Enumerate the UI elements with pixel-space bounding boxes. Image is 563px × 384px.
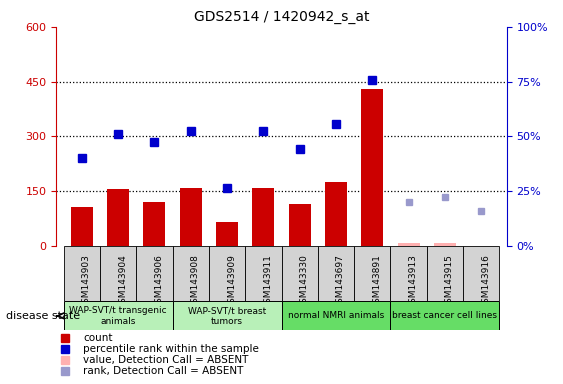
Bar	[252, 188, 274, 246]
Bar	[180, 189, 202, 246]
Bar	[391, 301, 499, 330]
Bar	[282, 301, 391, 330]
Bar	[64, 301, 172, 330]
Bar	[209, 246, 245, 301]
Text: GSM143908: GSM143908	[191, 254, 200, 309]
Text: count: count	[83, 333, 113, 343]
Bar	[216, 222, 238, 246]
Bar	[172, 301, 282, 330]
Bar	[354, 246, 391, 301]
Text: GSM143915: GSM143915	[445, 254, 454, 309]
Text: GSM143697: GSM143697	[336, 254, 345, 309]
Text: GSM143891: GSM143891	[372, 254, 381, 309]
Text: disease state: disease state	[6, 311, 80, 321]
Bar	[172, 246, 209, 301]
Text: GSM143904: GSM143904	[118, 254, 127, 309]
Text: breast cancer cell lines: breast cancer cell lines	[392, 311, 498, 320]
Bar	[318, 246, 354, 301]
Text: WAP-SVT/t transgenic
animals: WAP-SVT/t transgenic animals	[69, 306, 167, 326]
Bar	[245, 246, 282, 301]
Text: GSM143906: GSM143906	[154, 254, 163, 309]
Text: GSM143916: GSM143916	[481, 254, 490, 309]
Bar	[391, 246, 427, 301]
Bar	[100, 246, 136, 301]
Bar	[434, 243, 456, 246]
Text: GSM143909: GSM143909	[227, 254, 236, 309]
Bar	[463, 246, 499, 301]
Text: value, Detection Call = ABSENT: value, Detection Call = ABSENT	[83, 355, 249, 365]
Text: GSM143903: GSM143903	[82, 254, 91, 309]
Text: percentile rank within the sample: percentile rank within the sample	[83, 344, 259, 354]
Bar	[144, 202, 166, 246]
Bar	[136, 246, 172, 301]
Bar	[325, 182, 347, 246]
Bar	[361, 89, 383, 246]
Text: normal NMRI animals: normal NMRI animals	[288, 311, 384, 320]
Title: GDS2514 / 1420942_s_at: GDS2514 / 1420942_s_at	[194, 10, 369, 25]
Bar	[289, 204, 311, 246]
Text: GSM143913: GSM143913	[409, 254, 418, 309]
Text: WAP-SVT/t breast
tumors: WAP-SVT/t breast tumors	[188, 306, 266, 326]
Bar	[71, 207, 93, 246]
Text: GSM143330: GSM143330	[300, 254, 309, 309]
Bar	[397, 243, 419, 246]
Text: rank, Detection Call = ABSENT: rank, Detection Call = ABSENT	[83, 366, 244, 376]
Bar	[282, 246, 318, 301]
Bar	[427, 246, 463, 301]
Bar	[64, 246, 100, 301]
Bar	[107, 189, 129, 246]
Text: GSM143911: GSM143911	[263, 254, 272, 309]
